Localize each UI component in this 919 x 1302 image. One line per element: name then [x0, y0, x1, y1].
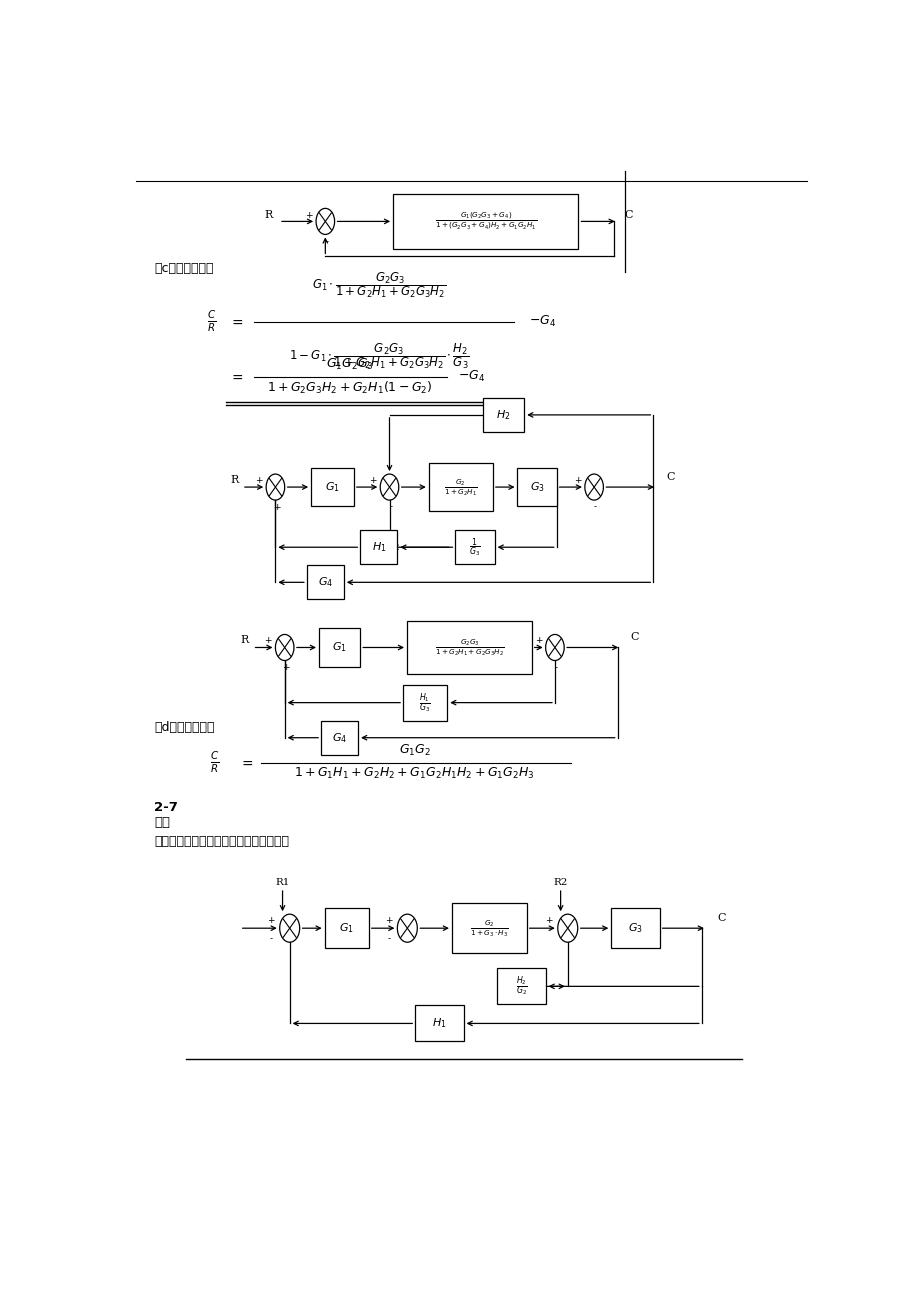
- Text: -: -: [389, 503, 392, 512]
- Text: -: -: [269, 934, 272, 943]
- Bar: [406, 621, 531, 673]
- Bar: [516, 467, 556, 506]
- Text: R1: R1: [275, 878, 289, 887]
- Text: +: +: [545, 915, 552, 924]
- Bar: [482, 398, 524, 432]
- Text: $=$: $=$: [229, 315, 244, 328]
- Text: $=$: $=$: [239, 755, 254, 769]
- Text: $1+G_1H_1+G_2H_2+G_1G_2H_1H_2+G_1G_2H_3$: $1+G_1H_1+G_2H_2+G_1G_2H_1H_2+G_1G_2H_3$: [294, 767, 534, 781]
- Text: -: -: [325, 237, 329, 246]
- Bar: [428, 464, 493, 512]
- Text: +: +: [534, 635, 541, 644]
- Text: $=$: $=$: [229, 370, 244, 384]
- Bar: [496, 969, 545, 1004]
- Text: $\frac{C}{R}$: $\frac{C}{R}$: [210, 750, 219, 776]
- Text: （c）传递函数：: （c）传递函数：: [154, 262, 213, 275]
- Bar: [455, 530, 494, 564]
- Text: $\frac{G_1(G_2G_3+G_4)}{1+(G_2G_3+G_4)H_2+G_1G_2H_1}$: $\frac{G_1(G_2G_3+G_4)}{1+(G_2G_3+G_4)H_…: [434, 211, 537, 232]
- Text: +: +: [273, 503, 280, 512]
- Text: R: R: [230, 475, 238, 486]
- Text: $\frac{H_2}{G_2}$: $\frac{H_2}{G_2}$: [515, 974, 527, 999]
- Text: $G_1$: $G_1$: [332, 641, 346, 655]
- Text: C: C: [665, 473, 674, 482]
- Text: -: -: [594, 503, 596, 512]
- Text: +: +: [265, 635, 272, 644]
- Text: $G_1$: $G_1$: [324, 480, 339, 493]
- Text: +: +: [305, 211, 312, 220]
- Bar: [311, 467, 354, 506]
- Text: C: C: [623, 211, 632, 220]
- Text: $-G_4$: $-G_4$: [528, 314, 556, 329]
- Text: +: +: [255, 475, 263, 484]
- Text: $\frac{H_1}{G_3}$: $\frac{H_1}{G_3}$: [419, 690, 430, 715]
- Text: C: C: [630, 633, 639, 642]
- Text: $G_4$: $G_4$: [332, 730, 346, 745]
- Text: $G_1G_2$: $G_1G_2$: [398, 743, 430, 758]
- Text: 通过方块图的变换，系统可等价为下图：: 通过方块图的变换，系统可等价为下图：: [154, 836, 289, 849]
- Text: +: +: [385, 915, 392, 924]
- Bar: [306, 565, 344, 599]
- Bar: [392, 194, 578, 249]
- Text: $G_3$: $G_3$: [529, 480, 544, 493]
- Text: 解：: 解：: [154, 816, 170, 829]
- Text: +: +: [573, 475, 581, 484]
- Text: $H_1$: $H_1$: [432, 1017, 447, 1030]
- Bar: [319, 629, 360, 667]
- Text: $G_3$: $G_3$: [628, 922, 642, 935]
- Text: -: -: [554, 663, 557, 672]
- Text: $\frac{1}{G_3}$: $\frac{1}{G_3}$: [469, 536, 481, 559]
- Bar: [414, 1005, 463, 1042]
- Text: $\frac{G_2}{1+G_2H_1}$: $\frac{G_2}{1+G_2H_1}$: [444, 477, 477, 497]
- Text: $\frac{C}{R}$: $\frac{C}{R}$: [207, 309, 216, 335]
- Text: R: R: [241, 635, 249, 646]
- Bar: [403, 685, 447, 721]
- Bar: [360, 530, 397, 564]
- Bar: [610, 909, 659, 948]
- Text: 2-7: 2-7: [154, 802, 178, 814]
- Text: $G_1$: $G_1$: [339, 922, 354, 935]
- Text: $G_1G_2G_3$: $G_1G_2G_3$: [326, 357, 374, 372]
- Text: +: +: [267, 915, 275, 924]
- Bar: [324, 909, 369, 948]
- Text: $-G_4$: $-G_4$: [458, 370, 484, 384]
- Text: $H_2$: $H_2$: [495, 408, 510, 422]
- Text: $\frac{G_2}{1+G_3\cdot H_3}$: $\frac{G_2}{1+G_3\cdot H_3}$: [470, 918, 508, 939]
- Text: $1-G_1\cdot\dfrac{G_2G_3}{1+G_2H_1+G_2G_3H_2}\cdot\dfrac{H_2}{G_3}$: $1-G_1\cdot\dfrac{G_2G_3}{1+G_2H_1+G_2G_…: [289, 341, 469, 371]
- Text: $G_4$: $G_4$: [317, 575, 333, 590]
- Text: -: -: [387, 934, 390, 943]
- Text: $1+G_2G_3H_2+G_2H_1(1-G_2)$: $1+G_2G_3H_2+G_2H_1(1-G_2)$: [267, 380, 433, 396]
- Text: $\frac{G_2G_3}{1+G_2H_1+G_2G_3H_2}$: $\frac{G_2G_3}{1+G_2H_1+G_2G_3H_2}$: [434, 637, 504, 658]
- Text: +: +: [282, 663, 289, 672]
- Bar: [321, 721, 357, 755]
- Text: R2: R2: [553, 878, 567, 887]
- Bar: [451, 904, 527, 953]
- Text: $G_1\cdot\dfrac{G_2G_3}{1+G_2H_1+G_2G_3H_2}$: $G_1\cdot\dfrac{G_2G_3}{1+G_2H_1+G_2G_3H…: [312, 270, 446, 299]
- Text: $H_1$: $H_1$: [371, 540, 386, 555]
- Text: C: C: [717, 913, 725, 923]
- Text: （d）传递函数：: （d）传递函数：: [154, 721, 214, 734]
- Text: R: R: [264, 211, 272, 220]
- Text: +: +: [369, 475, 377, 484]
